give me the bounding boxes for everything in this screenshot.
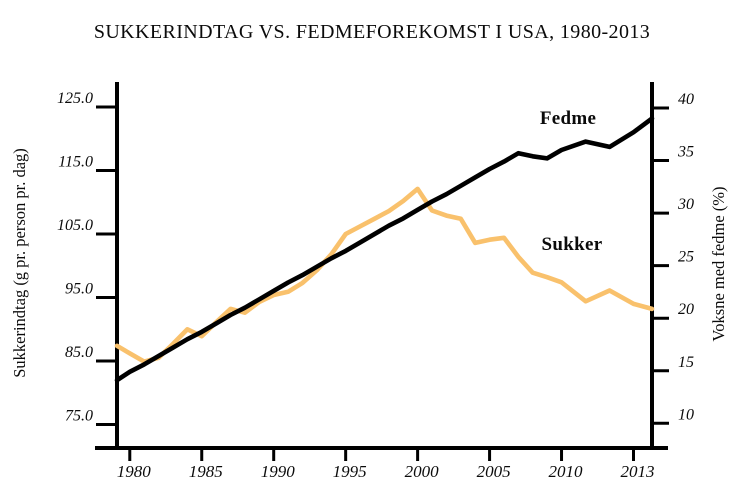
- legend-layer: Sukker Fedme: [540, 108, 603, 255]
- right-axis-tick-label: 15: [678, 354, 694, 371]
- x-axis-tick-label: 2000: [405, 462, 440, 481]
- left-axis-tick-label: 95.0: [65, 281, 93, 298]
- left-axis-tick-label: 115.0: [58, 154, 93, 171]
- legend-label-sukker: Sukker: [542, 234, 603, 255]
- x-axis-tick-label: 1995: [333, 462, 367, 481]
- x-axis-tick-label: 1990: [261, 462, 296, 481]
- right-axis-title: Voksne med fedme (%): [709, 186, 728, 341]
- x-axis-tick-label: 1985: [189, 462, 223, 481]
- left-axis-tick-label: 105.0: [57, 217, 93, 234]
- left-axis-title: Sukkerindtag (g pr. person pr. dag): [10, 148, 29, 378]
- legend-label-fedme: Fedme: [540, 108, 596, 129]
- left-axis-tick-label: 75.0: [65, 408, 93, 425]
- right-axis-tick-label: 10: [678, 406, 694, 423]
- x-axis-tick-label: 1980: [117, 462, 152, 481]
- series-layer: [114, 116, 655, 383]
- right-axis-tick-label: 30: [677, 196, 694, 213]
- x-axis-tick-label: 2010: [549, 462, 584, 481]
- axes-layer: 125.0 115.0 105.0 95.0 85.0 75.0 40 35 30 25 20 15 1…: [57, 82, 694, 481]
- left-axis-tick-label: 85.0: [65, 344, 93, 361]
- series-line-fedme: [114, 116, 655, 383]
- chart-title: SUKKERINDTAG VS. FEDMEFOREKOMST I USA, 1…: [94, 21, 650, 43]
- left-axis-tick-label: 125.0: [57, 90, 93, 107]
- x-axis-tick-label: 2013: [620, 462, 654, 481]
- right-axis-tick-label: 40: [678, 91, 694, 108]
- x-axis-tick-label: 2005: [477, 462, 511, 481]
- right-axis-tick-label: 35: [677, 144, 694, 161]
- right-axis-tick-label: 20: [678, 301, 694, 318]
- right-axis-tick-label: 25: [678, 249, 694, 266]
